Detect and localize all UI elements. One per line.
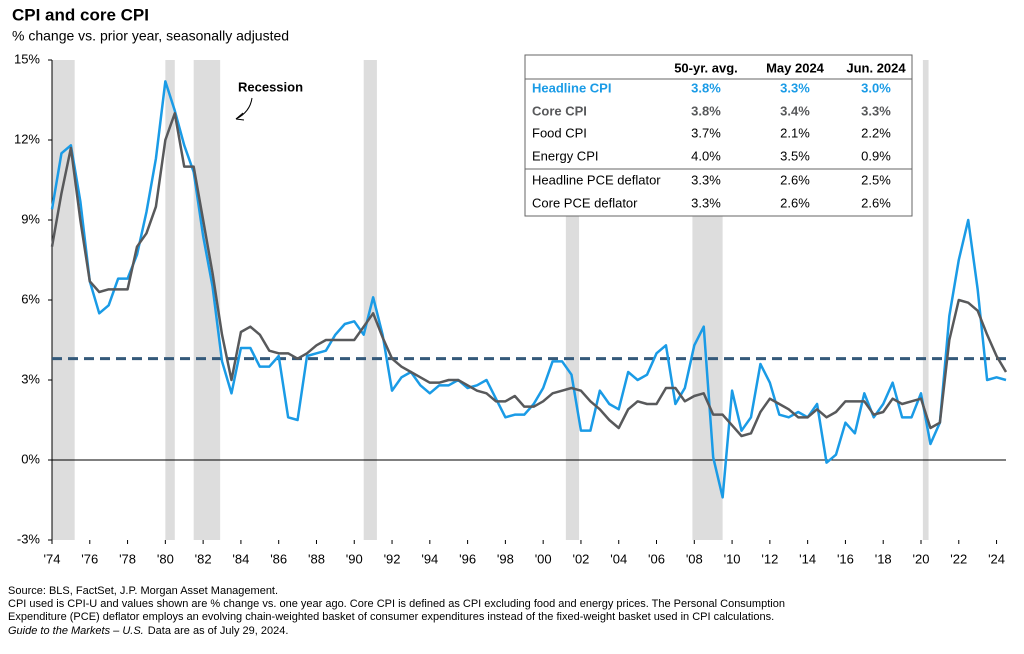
y-tick-label: 12% bbox=[14, 131, 40, 146]
y-tick-label: -3% bbox=[17, 531, 41, 546]
table-cell: 2.6% bbox=[780, 172, 810, 187]
recession-band bbox=[52, 60, 75, 540]
x-tick-label: '20 bbox=[913, 551, 930, 566]
x-tick-label: '10 bbox=[724, 551, 741, 566]
x-tick-label: '04 bbox=[610, 551, 627, 566]
y-tick-label: 15% bbox=[14, 51, 40, 66]
table-cell: 3.8% bbox=[691, 103, 721, 118]
table-row-label: Core CPI bbox=[532, 103, 587, 118]
annotation-arrowhead bbox=[235, 112, 245, 121]
date-note: Guide to the Markets – U.S. Data are as o… bbox=[8, 625, 288, 637]
x-tick-label: '76 bbox=[81, 551, 98, 566]
x-tick-label: '12 bbox=[761, 551, 778, 566]
table-border bbox=[524, 54, 913, 217]
footnotes: Source: BLS, FactSet, J.P. Morgan Asset … bbox=[8, 585, 785, 637]
source-note: Source: BLS, FactSet, J.P. Morgan Asset … bbox=[8, 585, 278, 597]
note-line: CPI used is CPI-U and values shown are %… bbox=[8, 598, 785, 610]
table-cell: 4.0% bbox=[691, 148, 721, 163]
table-cell: 2.6% bbox=[861, 195, 891, 210]
series-line bbox=[50, 80, 1007, 499]
table-cell: 3.0% bbox=[861, 80, 891, 95]
table-row-label: Headline CPI bbox=[532, 80, 611, 95]
x-tick-label: '86 bbox=[270, 551, 287, 566]
table-cell: 2.5% bbox=[861, 172, 891, 187]
table-cell: 2.2% bbox=[861, 125, 891, 140]
table-row-label: Core PCE deflator bbox=[532, 195, 638, 210]
x-tick-label: '74 bbox=[44, 551, 61, 566]
x-tick-label: '92 bbox=[384, 551, 401, 566]
x-tick-label: '08 bbox=[686, 551, 703, 566]
table-cell: 3.3% bbox=[691, 195, 721, 210]
plot-area: -3% 0% 3% 6% 9% 12% 15% '74 '76 '78 '80 '82 '84 '86 '8… bbox=[14, 51, 1008, 566]
table-cell: 3.3% bbox=[861, 103, 891, 118]
x-tick-label: '06 bbox=[648, 551, 665, 566]
x-tick-label: '18 bbox=[875, 551, 892, 566]
recession-band bbox=[922, 60, 929, 540]
table-cell: 3.7% bbox=[691, 125, 721, 140]
as-of-date: Data are as of July 29, 2024. bbox=[148, 625, 289, 637]
table-cell: 3.3% bbox=[780, 80, 810, 95]
table-cell: 2.6% bbox=[780, 195, 810, 210]
x-tick-label: '02 bbox=[572, 551, 589, 566]
x-tick-label: '88 bbox=[308, 551, 325, 566]
table-row-label: Energy CPI bbox=[532, 148, 598, 163]
x-tick-label: '16 bbox=[837, 551, 854, 566]
table-row-label: Food CPI bbox=[532, 125, 587, 140]
table-cell: 3.3% bbox=[691, 172, 721, 187]
series-line bbox=[50, 112, 1008, 438]
note-line: Expenditure (PCE) deflator employs an ev… bbox=[8, 611, 774, 623]
annotation-arrow bbox=[235, 97, 253, 120]
recession-band bbox=[165, 60, 175, 540]
chart-title: CPI and core CPI bbox=[12, 5, 149, 24]
x-tick-label: '14 bbox=[799, 551, 816, 566]
x-tick-label: '84 bbox=[232, 551, 249, 566]
x-tick-label: '90 bbox=[346, 551, 363, 566]
data-table: 50-yr. avg. May 2024 Jun. 2024 Headline CPI… bbox=[524, 54, 913, 217]
table-cell: 2.1% bbox=[780, 125, 810, 140]
x-tick-label: '24 bbox=[988, 551, 1005, 566]
table-column-header: Jun. 2024 bbox=[846, 60, 906, 75]
recession-annotation: Recession bbox=[238, 79, 303, 94]
table-cell: 3.4% bbox=[780, 103, 810, 118]
x-tick-label: '80 bbox=[157, 551, 174, 566]
table-cell: 0.9% bbox=[861, 148, 891, 163]
x-tick-label: '00 bbox=[535, 551, 552, 566]
y-tick-label: 0% bbox=[21, 451, 40, 466]
y-tick-label: 6% bbox=[21, 291, 40, 306]
table-row-label: Headline PCE deflator bbox=[532, 172, 661, 187]
recession-band bbox=[363, 60, 377, 540]
table-column-header: May 2024 bbox=[766, 60, 825, 75]
chart-subtitle: % change vs. prior year, seasonally adju… bbox=[12, 28, 289, 44]
x-tick-label: '82 bbox=[195, 551, 212, 566]
x-tick-label: '96 bbox=[459, 551, 476, 566]
table-cell: 3.5% bbox=[780, 148, 810, 163]
y-tick-label: 3% bbox=[21, 371, 40, 386]
y-tick-label: 9% bbox=[21, 211, 40, 226]
x-tick-label: '22 bbox=[950, 551, 967, 566]
table-cell: 3.8% bbox=[691, 80, 721, 95]
x-tick-label: '78 bbox=[119, 551, 136, 566]
x-tick-label: '94 bbox=[421, 551, 438, 566]
x-tick-label: '98 bbox=[497, 551, 514, 566]
table-column-header: 50-yr. avg. bbox=[674, 60, 738, 75]
guide-name: Guide to the Markets – U.S. bbox=[8, 625, 144, 637]
